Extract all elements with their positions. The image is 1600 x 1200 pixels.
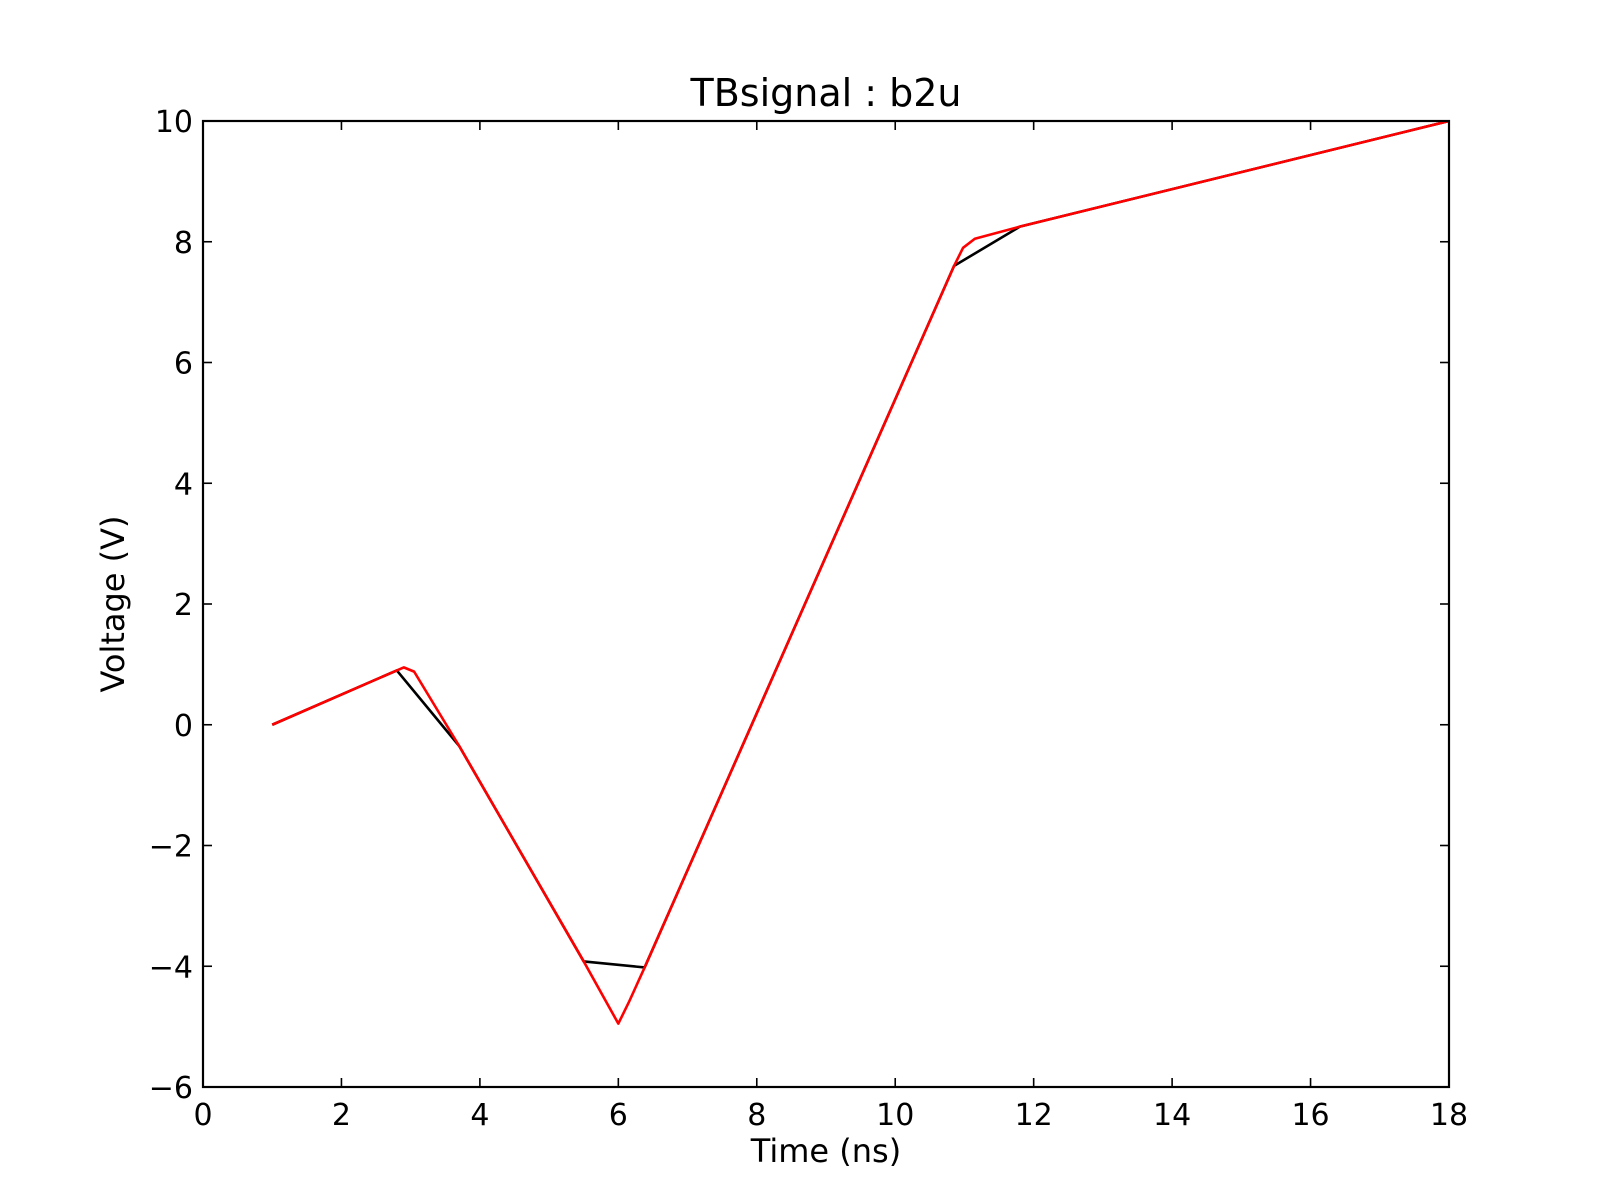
x-tick-label: 0 xyxy=(193,1098,212,1133)
y-tick-label: 6 xyxy=(174,347,193,382)
y-axis-label: Voltage (V) xyxy=(94,515,132,692)
x-tick-label: 14 xyxy=(1153,1098,1191,1133)
x-tick-label: 16 xyxy=(1291,1098,1329,1133)
series-line-1 xyxy=(271,121,1449,969)
y-axis: −6 −4 −2 0 2 4 6 8 10 xyxy=(149,105,1449,1106)
x-axis-label: Time (ns) xyxy=(750,1132,901,1170)
x-tick-label: 10 xyxy=(876,1098,914,1133)
x-axis: 0 2 4 6 8 10 12 14 16 18 xyxy=(193,121,1468,1133)
y-tick-label: −2 xyxy=(149,830,193,865)
y-tick-label: −4 xyxy=(149,950,193,985)
y-tick-label: 2 xyxy=(174,588,193,623)
y-tick-label: 10 xyxy=(155,105,193,140)
series-line-2 xyxy=(271,121,1449,1025)
x-tick-label: 18 xyxy=(1430,1098,1468,1133)
chart-title: TBsignal : b2u xyxy=(689,71,961,115)
x-tick-label: 8 xyxy=(747,1098,766,1133)
x-tick-label: 2 xyxy=(332,1098,351,1133)
x-tick-label: 6 xyxy=(609,1098,628,1133)
y-tick-label: 8 xyxy=(174,226,193,261)
y-tick-label: −6 xyxy=(149,1071,193,1106)
y-tick-label: 4 xyxy=(174,467,193,502)
x-tick-label: 4 xyxy=(470,1098,489,1133)
x-tick-label: 12 xyxy=(1015,1098,1053,1133)
y-tick-label: 0 xyxy=(174,709,193,744)
